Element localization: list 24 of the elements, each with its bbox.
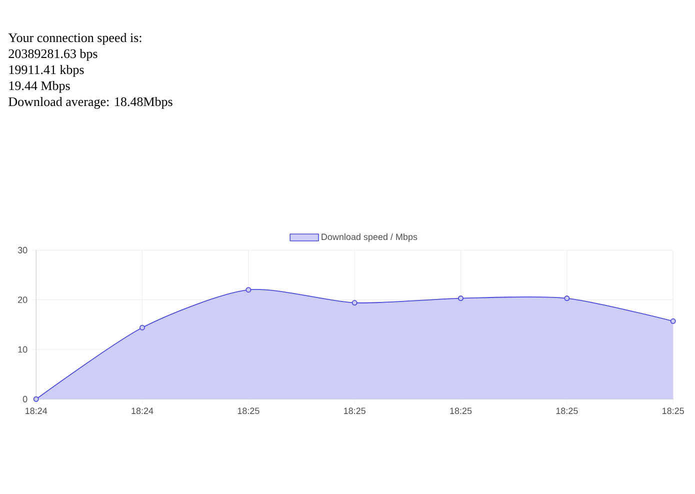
y-tick-label: 30 (18, 246, 28, 254)
y-tick-label: 0 (22, 396, 28, 402)
y-tick-label: 20 (18, 296, 28, 303)
x-tick-label: 18:24 (132, 408, 154, 414)
point (458, 296, 464, 302)
point (140, 324, 146, 330)
x-tick-label: 18:25 (344, 408, 366, 414)
text: 19.44 Mbps (9, 80, 70, 93)
text: 19911.41 kbps (9, 64, 84, 77)
y-tick-label: 10 (18, 346, 28, 353)
x-tick-label: 18:25 (238, 408, 260, 414)
x-tick-label: 18:24 (26, 408, 48, 414)
x-tick-label: 18:25 (450, 408, 472, 414)
text: 20389281.63 bps (8, 48, 98, 61)
point (352, 300, 358, 306)
point (33, 396, 39, 402)
text: Download average: 18.48Mbps (8, 96, 172, 109)
x-tick-label: 18:25 (662, 408, 684, 414)
point (670, 318, 676, 324)
text: Your connection speed is: (8, 32, 142, 45)
point (246, 287, 252, 293)
point (564, 296, 570, 302)
legend-label: Download speed / Mbps (322, 233, 418, 242)
x-tick-label: 18:25 (556, 408, 578, 414)
